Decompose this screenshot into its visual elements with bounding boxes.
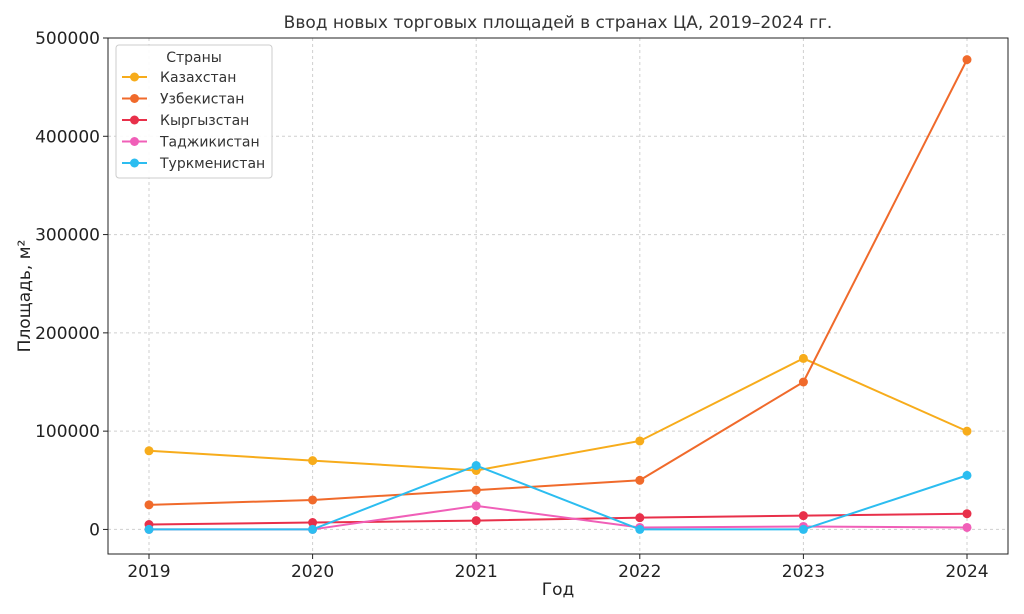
data-point	[635, 524, 645, 534]
y-tick-label: 100000	[35, 422, 100, 442]
series-Узбекистан	[144, 55, 972, 510]
legend-item: Туркменистан	[122, 156, 265, 172]
legend: Страны Казахстан Узбекистан Кыргызстан Тадж…	[115, 44, 273, 179]
data-point	[635, 475, 645, 485]
series-Туркменистан	[144, 461, 972, 534]
y-tick-label: 0	[89, 520, 100, 540]
data-point	[308, 518, 318, 528]
data-point	[962, 522, 972, 532]
legend-label: Таджикистан	[159, 135, 260, 151]
y-tick-label: 300000	[35, 226, 100, 246]
plot-frame	[107, 37, 1009, 555]
y-tick-label: 200000	[35, 324, 100, 344]
x-tick-label: 2021	[455, 562, 498, 582]
x-tick-label: 2022	[618, 562, 661, 582]
series-line	[148, 512, 968, 526]
series-layer	[144, 55, 972, 534]
legend-label: Туркменистан	[159, 156, 265, 172]
series-line	[148, 357, 968, 472]
data-point	[471, 501, 481, 511]
legend-swatch-marker	[130, 137, 139, 146]
axis-ticks: 2019 2020 2021 2022 2023 2024 0 100000 200000 300…	[35, 29, 989, 582]
data-point	[471, 485, 481, 495]
legend-label: Казахстан	[160, 70, 236, 86]
legend-item: Узбекистан	[122, 92, 244, 108]
data-point	[962, 55, 972, 65]
data-point	[798, 524, 808, 534]
legend-swatch-marker	[130, 94, 139, 103]
legend-swatch-marker	[130, 72, 139, 82]
x-tick-label: 2019	[127, 562, 170, 582]
x-tick-label: 2024	[945, 562, 988, 582]
series-line	[149, 464, 968, 531]
legend-label: Узбекистан	[160, 92, 244, 108]
series-Кыргызстан	[144, 509, 972, 530]
data-point	[635, 436, 645, 446]
legend-swatch-marker	[130, 115, 139, 125]
legend-box	[115, 44, 273, 179]
legend-item: Казахстан	[122, 70, 236, 86]
data-point	[798, 377, 808, 387]
y-tick-label: 400000	[35, 127, 100, 147]
series-line	[148, 59, 968, 506]
series-Казахстан	[144, 353, 972, 475]
legend-item: Кыргызстан	[122, 113, 249, 129]
x-tick-label: 2020	[291, 562, 334, 582]
data-point	[308, 524, 318, 534]
data-point	[144, 446, 154, 456]
x-tick-label: 2023	[782, 562, 825, 582]
legend-swatch-marker	[130, 158, 139, 168]
data-point	[798, 511, 808, 521]
y-axis-label: Площадь, м²	[15, 240, 35, 353]
data-point	[308, 495, 318, 505]
legend-title: Страны	[166, 50, 222, 66]
series-line	[149, 504, 968, 531]
data-point	[471, 461, 481, 471]
data-point	[471, 516, 481, 526]
data-point	[962, 509, 972, 519]
data-point	[144, 500, 154, 510]
data-point	[962, 426, 972, 436]
data-point	[144, 524, 154, 534]
data-point	[962, 470, 972, 480]
legend-label: Кыргызстан	[160, 113, 249, 129]
data-point	[635, 513, 645, 523]
chart-title: Ввод новых торговых площадей в странах Ц…	[284, 13, 833, 33]
data-point	[798, 353, 808, 363]
legend-item: Таджикистан	[122, 135, 260, 151]
x-axis-label: Год	[542, 580, 575, 600]
y-tick-label: 500000	[35, 29, 100, 49]
data-point	[308, 456, 318, 466]
